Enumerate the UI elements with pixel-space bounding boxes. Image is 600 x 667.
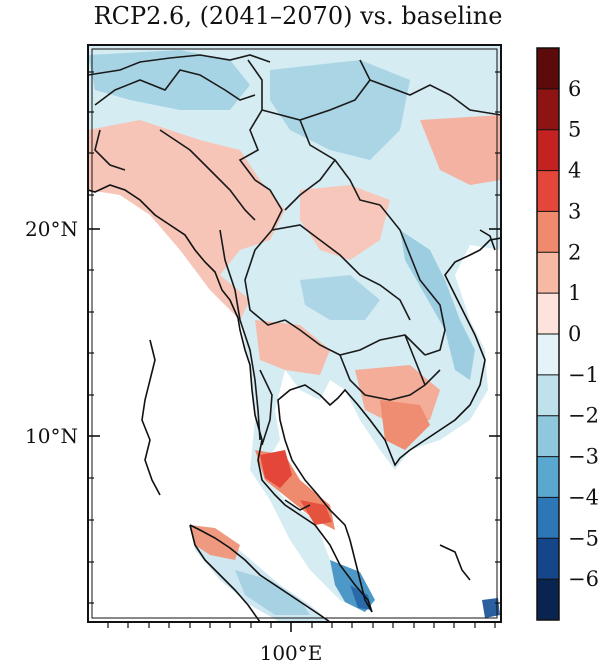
warm-region-myanmar bbox=[88, 120, 285, 320]
warm-region-sumatra bbox=[190, 525, 240, 560]
coastlines bbox=[88, 184, 501, 622]
cool-region-vietnam-coast bbox=[400, 230, 475, 380]
x-tick-label-100E: 100°E bbox=[260, 641, 323, 665]
colorbar-label: −2 bbox=[568, 404, 599, 428]
y-tick-label-10N: 10°N bbox=[25, 424, 78, 448]
colorbar-segment bbox=[537, 538, 559, 580]
warm-region-north bbox=[420, 115, 501, 185]
warm-strong-peninsula bbox=[260, 450, 292, 488]
chart-title: RCP2.6, (2041–2070) vs. baseline bbox=[93, 2, 503, 30]
minor-ticks bbox=[88, 71, 501, 628]
colorbar-label: −1 bbox=[568, 363, 599, 387]
colorbar-label: 3 bbox=[568, 199, 581, 223]
colorbar-label: −3 bbox=[568, 445, 599, 469]
colorbar-segment bbox=[537, 129, 559, 172]
warm-region-thailand bbox=[255, 320, 330, 375]
colorbar-label: 4 bbox=[568, 159, 581, 183]
y-tick-label-20N: 20°N bbox=[25, 217, 78, 241]
colorbar-label: −4 bbox=[568, 485, 599, 509]
colorbar-segment bbox=[537, 211, 559, 253]
country-borders bbox=[88, 54, 501, 511]
colorbar-segment bbox=[537, 374, 559, 417]
colorbar-segment bbox=[537, 293, 559, 335]
colorbar-segment bbox=[537, 334, 559, 376]
warm-region-mekong-delta bbox=[380, 400, 430, 450]
colorbar-segment bbox=[537, 415, 559, 458]
major-ticks bbox=[88, 228, 501, 632]
colorbar-label: 0 bbox=[568, 322, 581, 346]
colorbar-label: 2 bbox=[568, 240, 581, 264]
cool-region-north-central bbox=[270, 60, 410, 160]
anomaly-field bbox=[88, 45, 501, 622]
colorbar-label: 6 bbox=[568, 77, 581, 101]
colorbar-segment bbox=[537, 579, 559, 621]
colorbar-segment bbox=[537, 88, 559, 131]
colorbar-label: −6 bbox=[568, 567, 599, 591]
colorbar-segment bbox=[537, 170, 559, 212]
colorbar-label: 5 bbox=[568, 118, 581, 142]
cool-region-northwest bbox=[88, 50, 250, 110]
colorbar-segment bbox=[537, 48, 559, 90]
colorbar-label: 1 bbox=[568, 281, 581, 305]
cool-region-laos-south bbox=[300, 275, 380, 320]
cool-region-sumatra bbox=[235, 570, 310, 615]
colorbar-segment bbox=[537, 497, 559, 539]
colorbar-segment bbox=[537, 252, 559, 294]
colorbar: 6 5 4 3 2 1 0 −1 −2 −3 −4 −5 −6 bbox=[536, 47, 599, 621]
map-inner-frame bbox=[91, 48, 498, 619]
colorbar-segment bbox=[537, 456, 559, 498]
colorbar-label: −5 bbox=[568, 526, 599, 550]
map-frame bbox=[87, 44, 502, 623]
